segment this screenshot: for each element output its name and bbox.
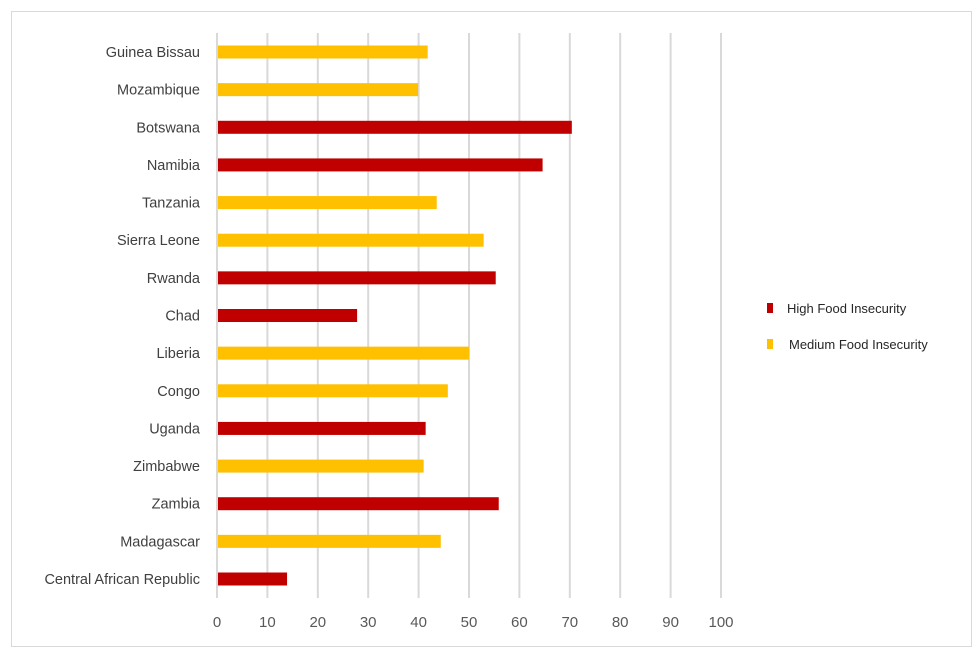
category-label: Zimbabwe	[133, 459, 200, 475]
category-label: Chad	[165, 309, 200, 325]
bar	[218, 572, 288, 586]
category-label: Namibia	[147, 158, 201, 174]
category-label: Sierra Leone	[117, 233, 200, 249]
x-tick-label: 20	[309, 614, 326, 631]
category-label: Tanzania	[142, 196, 201, 212]
legend-label: Medium Food Insecurity	[789, 337, 928, 352]
category-label: Botswana	[136, 120, 201, 136]
bar	[218, 45, 428, 59]
category-label: Uganda	[149, 421, 201, 437]
category-label: Madagascar	[120, 534, 200, 550]
x-tick-label: 100	[708, 614, 733, 631]
bar	[218, 120, 572, 134]
x-tick-label: 30	[360, 614, 377, 631]
bar	[218, 83, 419, 97]
category-label: Central African Republic	[44, 572, 200, 588]
x-tick-label: 10	[259, 614, 276, 631]
category-label: Mozambique	[117, 83, 200, 99]
legend-label: High Food Insecurity	[787, 301, 907, 316]
bar	[218, 346, 469, 360]
category-label: Liberia	[156, 346, 200, 362]
x-tick-label: 0	[213, 614, 221, 631]
category-label: Guinea Bissau	[106, 45, 200, 61]
x-tick-label: 50	[461, 614, 478, 631]
bar	[218, 497, 499, 511]
legend-swatch	[767, 303, 773, 313]
category-label: Zambia	[152, 497, 201, 513]
category-label: Rwanda	[147, 271, 201, 287]
x-tick-label: 80	[612, 614, 629, 631]
bar	[218, 384, 448, 398]
bar	[218, 271, 496, 285]
chart-border	[11, 11, 972, 647]
bar	[218, 196, 437, 210]
bar	[218, 158, 543, 172]
x-tick-label: 90	[662, 614, 679, 631]
bar	[218, 309, 358, 322]
x-tick-label: 40	[410, 614, 427, 631]
bar	[218, 233, 484, 247]
bar	[218, 421, 426, 435]
category-label: Congo	[157, 384, 200, 400]
x-tick-label: 70	[561, 614, 578, 631]
legend-swatch	[767, 339, 773, 349]
bar	[218, 459, 424, 473]
bar	[218, 534, 441, 548]
x-tick-label: 60	[511, 614, 528, 631]
